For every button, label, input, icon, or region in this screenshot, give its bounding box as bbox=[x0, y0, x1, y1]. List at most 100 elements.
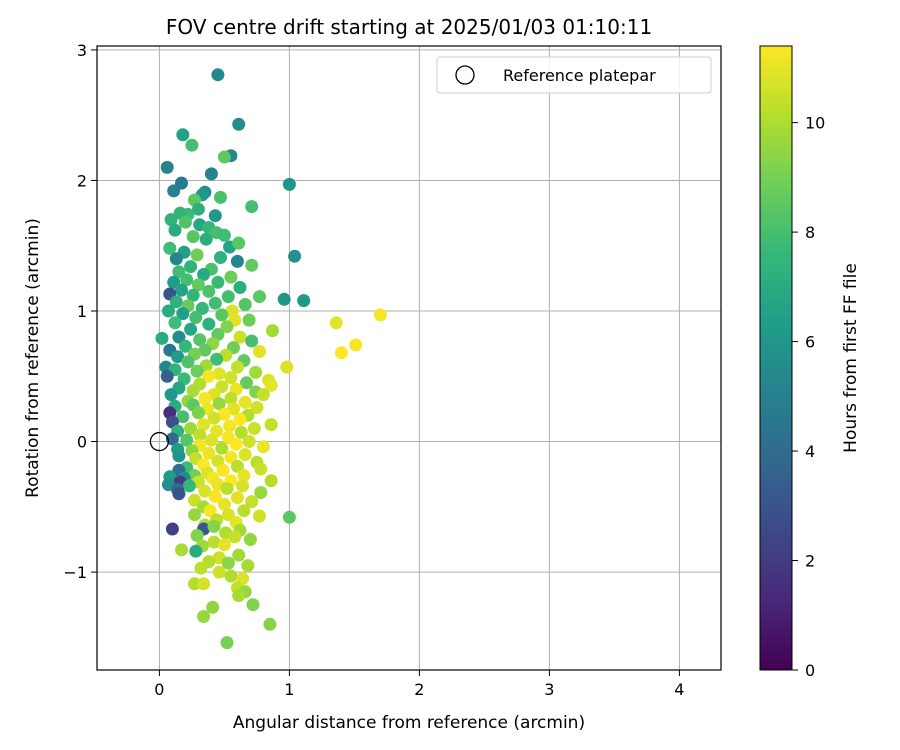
data-point bbox=[245, 258, 259, 272]
data-point bbox=[220, 320, 234, 334]
data-point bbox=[217, 228, 231, 242]
data-point bbox=[165, 432, 179, 446]
scatter-points bbox=[155, 68, 387, 650]
data-point bbox=[238, 448, 252, 462]
data-point bbox=[168, 223, 182, 237]
data-point bbox=[163, 241, 177, 255]
data-point bbox=[249, 365, 263, 379]
data-point bbox=[197, 268, 211, 281]
data-point bbox=[238, 395, 252, 409]
data-point bbox=[191, 406, 205, 420]
data-point bbox=[167, 184, 181, 198]
data-point bbox=[214, 190, 227, 204]
data-point bbox=[203, 504, 217, 518]
data-point bbox=[189, 311, 203, 324]
data-point bbox=[220, 636, 234, 650]
data-point bbox=[164, 388, 178, 402]
data-point bbox=[211, 68, 225, 82]
data-point bbox=[185, 138, 199, 152]
y-tick-label: 0 bbox=[77, 433, 87, 452]
data-point bbox=[172, 487, 186, 501]
reference-platepar-marker bbox=[149, 431, 170, 452]
colorbar-ticks: 0 2 4 6 8 10 bbox=[792, 114, 825, 680]
data-point bbox=[176, 410, 190, 424]
data-point bbox=[221, 290, 235, 304]
data-point bbox=[215, 441, 229, 455]
chart-title: FOV centre drift starting at 2025/01/03 … bbox=[166, 15, 652, 39]
data-point bbox=[194, 561, 208, 575]
y-axis-ticks: −1 0 1 2 3 bbox=[63, 41, 97, 582]
data-point bbox=[202, 446, 216, 460]
x-axis-label: Angular distance from reference (arcmin) bbox=[233, 713, 585, 733]
data-point bbox=[208, 489, 222, 503]
data-point bbox=[229, 437, 243, 451]
data-point bbox=[241, 559, 255, 573]
legend-box bbox=[436, 56, 712, 94]
data-point bbox=[168, 316, 182, 330]
data-point bbox=[208, 209, 222, 223]
data-point bbox=[224, 569, 238, 583]
data-point bbox=[197, 577, 211, 591]
data-point bbox=[191, 202, 205, 216]
data-point bbox=[282, 177, 296, 191]
axes-frame bbox=[96, 45, 722, 671]
data-point bbox=[217, 150, 231, 164]
colorbar-tick-label: 0 bbox=[805, 661, 815, 680]
data-point bbox=[224, 450, 238, 464]
data-point bbox=[184, 422, 198, 435]
y-tick-label: −1 bbox=[63, 563, 87, 582]
data-point bbox=[230, 360, 244, 374]
data-point bbox=[175, 543, 188, 557]
data-point bbox=[230, 254, 244, 268]
data-point bbox=[228, 530, 242, 544]
data-point bbox=[214, 251, 227, 264]
x-tick-label: 3 bbox=[544, 680, 554, 699]
data-point bbox=[233, 281, 247, 294]
data-point bbox=[233, 330, 247, 344]
data-point bbox=[245, 334, 259, 348]
data-point bbox=[263, 617, 277, 631]
data-point bbox=[288, 249, 302, 263]
colorbar-tick-label: 2 bbox=[805, 552, 815, 571]
data-point bbox=[207, 519, 221, 533]
data-point bbox=[178, 215, 192, 229]
data-point bbox=[208, 296, 222, 310]
data-point bbox=[233, 412, 247, 426]
data-point bbox=[349, 338, 363, 352]
data-point bbox=[198, 484, 212, 498]
data-point bbox=[195, 301, 209, 315]
data-point bbox=[184, 260, 198, 274]
data-point bbox=[164, 213, 178, 227]
data-point bbox=[181, 355, 195, 369]
x-axis-ticks: 0 1 2 3 4 bbox=[154, 670, 684, 699]
y-axis-label: Rotation from reference (arcmin) bbox=[23, 218, 43, 498]
y-tick-label: 2 bbox=[77, 171, 87, 190]
data-point bbox=[176, 307, 190, 321]
data-point bbox=[190, 529, 204, 542]
data-point bbox=[207, 535, 221, 549]
data-point bbox=[169, 295, 183, 309]
data-point bbox=[180, 433, 194, 447]
data-point bbox=[373, 308, 387, 322]
data-point bbox=[172, 265, 186, 279]
data-point bbox=[186, 288, 200, 302]
data-point bbox=[297, 294, 311, 308]
data-point bbox=[202, 317, 216, 331]
data-point bbox=[230, 491, 244, 505]
data-point bbox=[220, 482, 234, 495]
x-tick-label: 4 bbox=[674, 680, 684, 699]
colorbar-tick-label: 6 bbox=[805, 333, 815, 352]
data-point bbox=[212, 367, 226, 381]
data-point bbox=[215, 380, 229, 394]
y-tick-label: 3 bbox=[77, 41, 87, 60]
data-point bbox=[217, 538, 231, 552]
data-point bbox=[175, 283, 188, 297]
data-point bbox=[245, 495, 259, 509]
data-point bbox=[184, 322, 198, 336]
data-point bbox=[329, 316, 343, 330]
data-point bbox=[236, 479, 250, 493]
data-point bbox=[230, 459, 244, 473]
data-point bbox=[217, 407, 231, 421]
data-point bbox=[202, 284, 216, 298]
